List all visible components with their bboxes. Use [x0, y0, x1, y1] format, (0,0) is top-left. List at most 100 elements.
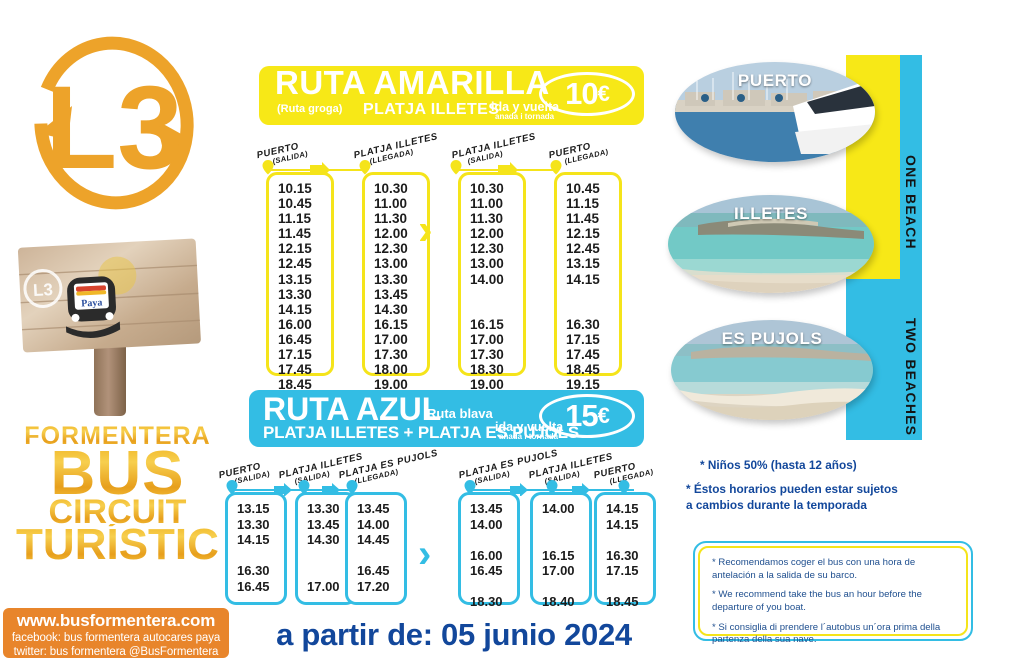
time-cell-empty [597, 532, 653, 548]
yellow-route-banner: RUTA AMARILLA (Ruta groga) PLATJA ILLETE… [259, 64, 644, 125]
time-cell: 16.15 [374, 316, 408, 332]
blue-route-banner: RUTA AZUL Ruta blava PLATJA ILLETES + PL… [249, 390, 644, 447]
time-cell: 11.45 [566, 211, 600, 227]
timetable-column-blue-out-0: 13.15 13.30 14.15 16.30 16.45 [225, 492, 287, 605]
time-cell: 16.30 [237, 563, 270, 578]
time-cell-empty [597, 579, 653, 595]
time-cell: 17.00 [470, 331, 504, 347]
photo-label-es-pujols: ES PUJOLS [721, 329, 823, 348]
time-cell: 12.45 [278, 256, 312, 272]
time-cell: 16.45 [357, 563, 390, 578]
yellow-route-connector [262, 160, 562, 176]
time-cell: 14.15 [237, 532, 270, 547]
time-cell-empty [461, 287, 523, 302]
time-cell: 10.30 [374, 181, 408, 196]
photo-es-pujols: ES PUJOLS [671, 320, 873, 420]
time-cell: 13.00 [374, 256, 408, 272]
brand-line-formentera: FORMENTERA [0, 424, 235, 449]
time-cell: 10.30 [470, 181, 504, 196]
time-cell: 13.45 [307, 516, 340, 532]
timetable-column-blue-ret-1: 14.00 16.15 17.00 18.40 [530, 492, 592, 609]
time-cell-empty [533, 532, 589, 548]
time-cell: 11.15 [278, 211, 312, 227]
routes-column: RUTA AMARILLA (Ruta groga) PLATJA ILLETE… [212, 0, 658, 662]
svg-text:Paya: Paya [81, 297, 103, 309]
two-beaches-label: TWO BEACHES [903, 318, 919, 437]
time-cell-empty [533, 579, 589, 595]
time-cell: 13.45 [374, 286, 408, 302]
vertical-stripe [900, 55, 922, 440]
time-cell: 12.30 [470, 241, 504, 257]
time-cell: 12.15 [566, 226, 600, 242]
facebook-handle[interactable]: facebook: bus formentera autocares paya [11, 632, 221, 644]
brand-line-turistic: TURÍSTIC [0, 523, 235, 567]
time-cell: 13.00 [470, 256, 504, 272]
time-cell: 11.00 [374, 196, 408, 212]
blue-price-value: 15 [565, 398, 598, 433]
yellow-return-label-native: anada i tornada [495, 112, 555, 121]
time-cell: 14.15 [278, 301, 312, 317]
time-cell: 13.15 [278, 271, 312, 287]
yellow-route-destination: PLATJA ILLETES [363, 101, 500, 118]
photo-puerto: PUERTO [675, 62, 875, 162]
time-cell: 17.15 [278, 347, 312, 363]
yellow-route-title: RUTA AMARILLA [275, 64, 550, 101]
time-cell: 17.00 [374, 331, 408, 347]
time-cell-empty [461, 532, 517, 548]
note-schedule-changes: * Éstos horarios pueden estar sujetos a … [686, 482, 898, 514]
time-cell: 17.15 [566, 331, 600, 347]
time-cell: 14.45 [357, 532, 390, 547]
time-cell-empty [348, 548, 404, 564]
time-cell-empty [557, 287, 619, 302]
photo-label-puerto: PUERTO [737, 71, 813, 90]
chevron-right-icon: › [418, 205, 433, 254]
time-cell: 16.00 [470, 547, 503, 563]
time-cell: 14.15 [606, 516, 639, 532]
time-cell-empty [557, 302, 619, 317]
twitter-handle[interactable]: twitter: bus formentera @BusFormentera [13, 646, 219, 659]
brand-line-bus: BUS [0, 443, 235, 504]
time-cell: 14.00 [470, 516, 503, 532]
time-cell: 10.45 [566, 181, 600, 196]
time-cell-empty [461, 302, 523, 317]
photo-label-illetes: ILLETES [733, 204, 809, 223]
svg-text:L3: L3 [33, 280, 54, 300]
destinations-panel: ONE BEACH TWO BEACHES PU [658, 0, 1024, 662]
time-cell: 14.00 [542, 501, 575, 516]
svg-text:L3: L3 [45, 62, 183, 194]
time-cell: 11.15 [566, 196, 600, 212]
recommendation-english: * We recommend take the bus an hour befo… [712, 589, 922, 613]
time-cell: 10.15 [278, 181, 312, 196]
time-cell: 18.40 [542, 594, 575, 609]
note-schedule-changes-line2: a cambios durante la temporada [686, 497, 867, 512]
timetable-column-yellow-out-0: 10.15 10.45 11.15 11.45 12.15 12.45 13.1… [266, 172, 334, 407]
time-cell-empty [228, 548, 284, 564]
time-cell: 16.45 [237, 578, 270, 594]
time-cell: 17.00 [307, 578, 340, 594]
time-cell: 17.15 [606, 563, 639, 578]
website-url[interactable]: www.busformentera.com [16, 611, 216, 630]
time-cell: 13.30 [237, 516, 270, 532]
timetable-column-blue-out-2: 13.45 14.00 14.45 16.45 17.20 [345, 492, 407, 605]
timetable-column-yellow-ret-1: 10.45 11.15 11.45 12.15 12.45 13.15 14.1… [554, 172, 622, 407]
yellow-route-native-name: (Ruta groga) [277, 103, 343, 115]
photo-illetes: ILLETES [668, 195, 874, 293]
time-cell: 17.30 [374, 347, 408, 363]
time-cell: 10.45 [278, 196, 312, 212]
contact-info-bar: www.busformentera.com facebook: bus form… [3, 608, 229, 658]
time-cell: 14.00 [470, 271, 504, 287]
time-cell-empty [461, 579, 517, 595]
one-beach-label: ONE BEACH [903, 155, 919, 250]
time-cell: 17.20 [357, 578, 390, 594]
blue-route-destination: PLATJA ILLETES + PLATJA ES PUJOLS [263, 423, 579, 442]
time-cell: 13.15 [566, 256, 600, 272]
time-cell: 12.15 [278, 241, 312, 257]
time-cell: 16.30 [566, 316, 600, 332]
time-cell: 16.00 [278, 316, 312, 332]
blue-price-badge: 15 € [539, 394, 635, 438]
brand-wordmark: FORMENTERA BUS CIRCUIT TURÍSTIC [0, 424, 235, 604]
recommendation-spanish: * Recomendamos coger el bus con una hora… [712, 557, 916, 581]
blue-currency: € [597, 403, 610, 428]
note-children-discount: * Niños 50% (hasta 12 años) [700, 458, 857, 472]
time-cell: 18.45 [606, 594, 639, 609]
